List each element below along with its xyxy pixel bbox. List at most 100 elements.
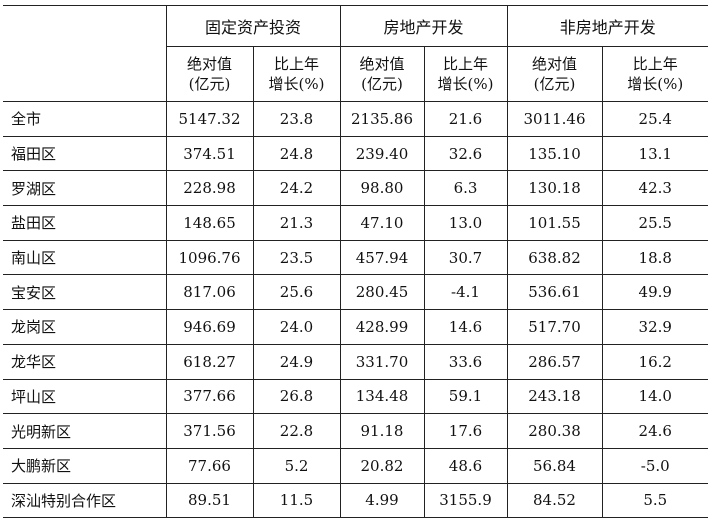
value-cell: 13.1 (601, 135, 708, 172)
value-cell: 13.0 (423, 205, 508, 241)
value-cell: 2135.86 (339, 101, 425, 137)
value-cell: 32.6 (423, 135, 508, 172)
value-cell: 1096.76 (165, 239, 254, 276)
sub-header: 绝对值 (亿元) (339, 46, 425, 102)
table-row: 福田区 374.51 24.8 239.40 32.6 135.10 13.1 (3, 135, 708, 172)
sub-header: 绝对值 (亿元) (166, 46, 254, 102)
value-cell: 817.06 (165, 274, 254, 311)
value-cell: 77.66 (165, 447, 254, 484)
table-row: 盐田区 148.65 21.3 47.10 13.0 101.55 25.5 (3, 205, 708, 241)
value-cell: 517.70 (506, 309, 603, 345)
value-cell: 32.9 (601, 309, 708, 345)
sub-header-line: 比上年 (442, 55, 488, 73)
value-cell: 135.10 (506, 135, 603, 172)
value-cell: 26.8 (252, 378, 341, 415)
value-cell: -4.1 (423, 274, 508, 311)
group-header: 固定资产投资 (165, 5, 341, 47)
value-cell: 14.0 (601, 378, 708, 415)
value-cell: 130.18 (506, 170, 603, 207)
value-cell: 48.6 (423, 447, 508, 484)
table-row: 全市 5147.32 23.8 2135.86 21.6 3011.46 25.4 (3, 101, 708, 137)
value-cell: 23.5 (252, 239, 341, 276)
value-cell: 374.51 (165, 135, 254, 172)
value-cell: 18.8 (601, 239, 708, 276)
sub-header-line: 比上年 (273, 55, 319, 73)
region-name: 南山区 (3, 239, 167, 276)
value-cell: 47.10 (339, 205, 425, 241)
group-header: 非房地产开发 (506, 5, 708, 47)
value-cell: 6.3 (423, 170, 508, 207)
value-cell: 16.2 (601, 343, 708, 380)
value-cell: 14.6 (423, 309, 508, 345)
value-cell: 946.69 (165, 309, 254, 345)
sub-header-line: 增长(%) (627, 75, 684, 93)
value-cell: 638.82 (506, 239, 603, 276)
value-cell: 24.6 (601, 413, 708, 449)
value-cell: 239.40 (339, 135, 425, 172)
investment-table: 固定资产投资 房地产开发 非房地产开发 绝对值 (亿元) 比上年增长(%) 绝对值 (亿… (3, 5, 708, 519)
value-cell: 377.66 (165, 378, 254, 415)
table-row: 南山区 1096.76 23.5 457.94 30.7 638.82 18.8 (3, 239, 708, 276)
value-cell: 243.18 (506, 378, 603, 415)
value-cell: 30.7 (423, 239, 508, 276)
corner-cell (3, 5, 167, 102)
value-cell: 371.56 (165, 413, 254, 449)
region-name: 大鹏新区 (3, 447, 167, 484)
value-cell: 42.3 (601, 170, 708, 207)
sub-header: 绝对值 (亿元) (506, 46, 603, 102)
value-cell: 280.45 (339, 274, 425, 311)
value-cell: 21.3 (252, 205, 341, 241)
region-name: 全市 (3, 101, 167, 137)
value-cell: 11.5 (252, 482, 341, 519)
sub-header-line: 绝对值 (531, 55, 577, 73)
value-cell: 98.80 (339, 170, 425, 207)
value-cell: 536.61 (506, 274, 603, 311)
value-cell: 4.99 (339, 482, 425, 519)
table-row: 罗湖区 228.98 24.2 98.80 6.3 130.18 42.3 (3, 170, 708, 207)
table-row: 光明新区 371.56 22.8 91.18 17.6 280.38 24.6 (3, 413, 708, 449)
value-cell: 5147.32 (165, 101, 254, 137)
group-header: 房地产开发 (339, 5, 508, 47)
table-row: 宝安区 817.06 25.6 280.45 -4.1 536.61 49.9 (3, 274, 708, 311)
value-cell: 20.82 (339, 447, 425, 484)
sub-header-line: 增长(%) (268, 75, 325, 93)
sub-header: 比上年增长(%) (601, 46, 708, 102)
value-cell: 25.5 (601, 205, 708, 241)
table-row: 龙岗区 946.69 24.0 428.99 14.6 517.70 32.9 (3, 309, 708, 345)
value-cell: 5.2 (252, 447, 341, 484)
value-cell: 280.38 (506, 413, 603, 449)
region-name: 龙华区 (3, 343, 167, 380)
value-cell: 134.48 (339, 378, 425, 415)
value-cell: 5.5 (601, 482, 708, 519)
region-name: 龙岗区 (3, 309, 167, 345)
value-cell: 33.6 (423, 343, 508, 380)
sub-header: 比上年 增长(%) (423, 46, 508, 102)
value-cell: -5.0 (601, 447, 708, 484)
value-cell: 56.84 (506, 447, 603, 484)
value-cell: 24.0 (252, 309, 341, 345)
sub-header-line: (亿元) (533, 75, 576, 93)
table-row: 大鹏新区 77.66 5.2 20.82 48.6 56.84 -5.0 (3, 447, 708, 484)
value-cell: 228.98 (165, 170, 254, 207)
value-cell: 21.6 (423, 101, 508, 137)
value-cell: 91.18 (339, 413, 425, 449)
value-cell: 24.2 (252, 170, 341, 207)
region-name: 光明新区 (3, 413, 167, 449)
value-cell: 101.55 (506, 205, 603, 241)
value-cell: 428.99 (339, 309, 425, 345)
region-name: 宝安区 (3, 274, 167, 311)
sub-header-line: 比上年 (632, 55, 678, 73)
region-name: 坪山区 (3, 378, 167, 415)
sub-header-line: 绝对值 (359, 55, 405, 73)
region-name: 深汕特别合作区 (3, 482, 167, 519)
value-cell: 3155.9 (423, 482, 508, 519)
value-cell: 618.27 (165, 343, 254, 380)
sub-header: 比上年增长(%) (252, 46, 341, 102)
sub-header-line: (亿元) (188, 75, 231, 93)
value-cell: 22.8 (252, 413, 341, 449)
region-name: 福田区 (3, 135, 167, 172)
value-cell: 25.6 (252, 274, 341, 311)
value-cell: 24.8 (252, 135, 341, 172)
region-name: 罗湖区 (3, 170, 167, 207)
sub-header-line: 绝对值 (186, 55, 232, 73)
